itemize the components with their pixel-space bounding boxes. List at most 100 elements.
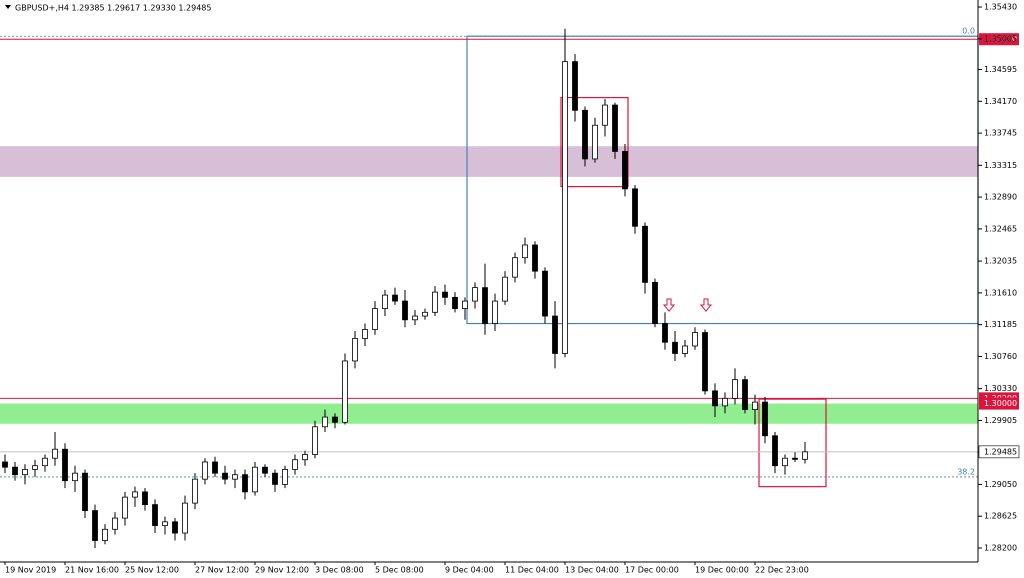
candle-body [462,300,468,309]
candle-body [532,244,538,272]
candle-body [212,461,218,474]
candle-body [682,345,688,354]
x-tick-label: 29 Nov 12:00 [255,566,309,575]
x-tick-label: 11 Dec 04:00 [505,566,559,575]
candle-body [672,341,678,354]
candle-body [452,296,458,309]
candle-body [262,466,268,474]
y-tick-label: 1.29050 [984,480,1017,489]
candle-body [272,472,278,485]
x-tick-label: 21 Nov 16:00 [65,566,119,575]
candle-body [202,461,208,480]
candle-body [82,472,88,511]
candle-body [22,469,28,476]
y-tick-label: 1.34170 [984,97,1017,106]
candle-body [122,496,128,519]
candle-body [482,287,488,324]
menu-arrow[interactable] [5,5,11,9]
x-tick-label: 19 Nov 2019 [5,566,56,575]
candle-body [432,291,438,313]
candle-body [422,311,428,317]
candle-body [92,510,98,541]
x-tick-label: 17 Dec 00:00 [625,566,679,575]
candle-body [362,329,368,339]
candle-body [772,435,778,467]
y-tick-label: 1.31185 [984,320,1017,329]
candle-body [62,448,68,482]
last-price-label: 1.29485 [984,447,1017,456]
y-tick-label: 1.30330 [984,384,1017,393]
y-tick-label: 1.32890 [984,193,1017,202]
candle-body [472,287,478,302]
candle-body [162,521,168,526]
candle-body [652,281,658,324]
candle-body [342,360,348,423]
candle-body [302,454,308,461]
candle-body [232,474,238,480]
candle-body [662,323,668,343]
zone [0,403,978,424]
candle-body [612,104,618,152]
y-tick-label: 1.32465 [984,224,1017,233]
candle-body [392,294,398,302]
fib-label: 38.2 [957,467,975,476]
candle-body [192,478,198,504]
candle-body [582,109,588,160]
fib-label: 0.0 [962,27,975,36]
candle-body [372,308,378,330]
last-price-tag [978,445,1020,459]
candle-body [222,472,228,480]
candle-body [172,521,178,534]
candle-body [322,416,328,428]
y-tick-label: 1.33745 [984,129,1017,138]
y-tick-label: 1.30760 [984,352,1017,361]
candle-body [102,528,108,541]
candle-body [402,300,408,321]
candle-body [112,517,118,530]
x-tick-label: 19 Dec 00:00 [695,566,749,575]
price-level-tag [979,33,1019,46]
candle-body [412,315,418,321]
candle-body [352,338,358,362]
y-tick-label: 1.32035 [984,257,1017,266]
candle-body [502,276,508,302]
y-tick-label: 1.35430 [984,3,1017,12]
zone [0,146,978,177]
y-tick-label: 1.31610 [984,288,1017,297]
x-tick-label: 13 Dec 04:00 [565,566,619,575]
candle-body [152,504,158,526]
candle-body [442,291,448,298]
candle-body [182,502,188,534]
candle-body [712,390,718,407]
candle-body [2,461,8,468]
candle-body [132,491,138,498]
x-tick-label: 27 Nov 12:00 [195,566,249,575]
drawn-rectangle [560,96,629,188]
candle-body [52,448,58,459]
candle-body [552,315,558,354]
candle-body [72,472,78,482]
candle-body [382,294,388,309]
candle-body [42,457,48,467]
candle-body [32,465,38,470]
y-tick-label: 1.28625 [984,512,1017,521]
candle-body [782,457,788,467]
candle-body [632,188,638,227]
y-tick-label: 1.35005 [984,34,1017,43]
candle-body [792,457,798,460]
arrow-marker [662,298,676,312]
candle-body [282,469,288,485]
candle-body [242,474,248,493]
candle-body [492,300,498,324]
candle-body [12,466,18,476]
x-tick-label: 9 Dec 04:00 [445,566,494,575]
y-tick-label: 1.29905 [984,416,1017,425]
price-level-label: 1.35000 [984,35,1017,44]
candle-body [722,397,728,407]
candle-body [762,401,768,437]
x-tick-label: 5 Dec 08:00 [375,566,424,575]
candle-body [292,459,298,470]
candle-body [642,225,648,283]
candle-body [702,332,708,392]
